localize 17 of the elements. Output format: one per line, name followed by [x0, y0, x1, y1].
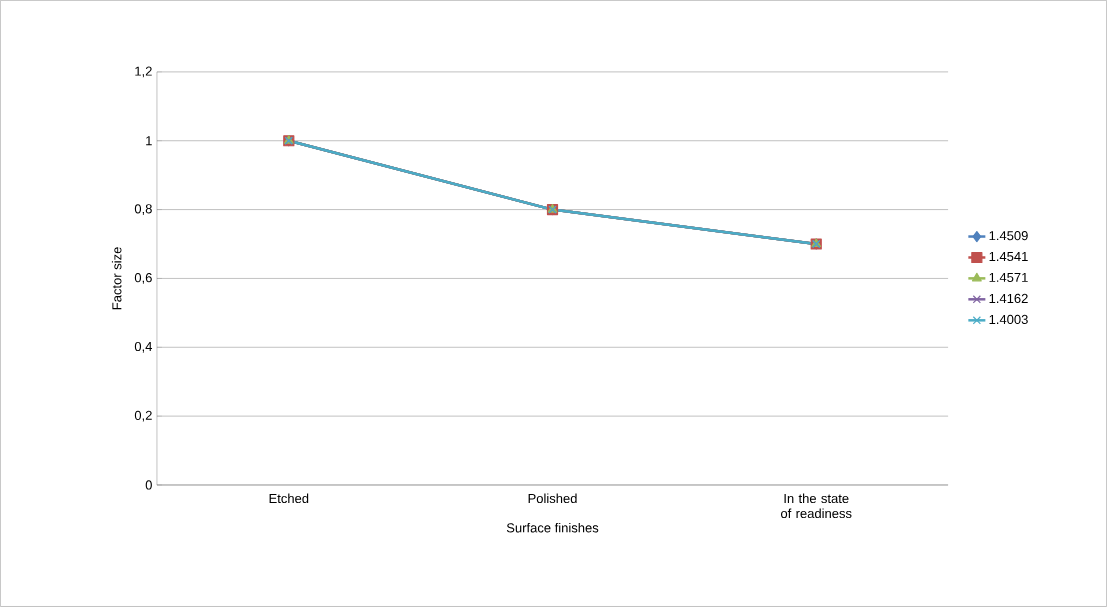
- legend-label: 1.4003: [989, 314, 1028, 325]
- y-tick-label: 0,6: [134, 273, 152, 284]
- y-tick-label: 0,4: [134, 341, 153, 353]
- y-axis-title: Factor size: [111, 247, 122, 310]
- x-tick-label: Etched: [269, 493, 309, 504]
- y-tick-label: 1: [146, 136, 152, 146]
- y-tick-label: 0,8: [134, 204, 152, 215]
- x-axis-title: Surface finishes: [506, 522, 599, 533]
- legend-label: 1.4162: [989, 293, 1028, 304]
- y-tick-label: 1,2: [135, 66, 152, 78]
- x-tick-label: In the state of readiness: [780, 493, 852, 519]
- legend-label: 1.4541: [989, 252, 1028, 262]
- y-tick-label: 0: [145, 480, 152, 490]
- x-tick-label: Polished: [528, 493, 577, 504]
- legend-label: 1.4509: [989, 231, 1028, 241]
- legend-label: 1.4571: [989, 272, 1028, 283]
- y-tick-label: 0,2: [134, 410, 152, 422]
